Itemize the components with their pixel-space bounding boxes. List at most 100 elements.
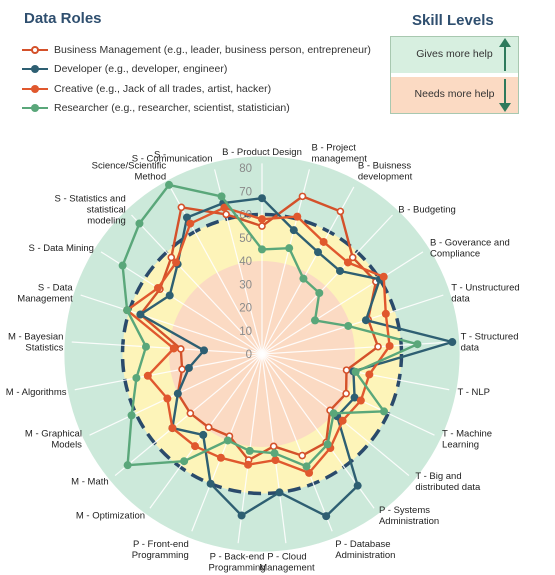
category-label: B - Goverance and Compliance [430, 237, 510, 259]
category-label: B - Buisness development [358, 161, 413, 183]
data-point [185, 364, 193, 372]
category-label: P - Back-end Programming [209, 551, 266, 573]
data-point [178, 204, 184, 210]
data-point [123, 306, 131, 314]
data-point [178, 346, 184, 352]
data-point [135, 219, 143, 227]
data-point [380, 407, 388, 415]
data-point [172, 258, 180, 266]
category-label: M - Algorithms [6, 387, 67, 398]
data-point [187, 410, 193, 416]
data-point [344, 322, 352, 330]
data-point [343, 391, 349, 397]
data-point [285, 244, 293, 252]
category-label: S - Data Management [17, 283, 73, 305]
data-point [168, 254, 174, 260]
data-point [344, 367, 350, 373]
data-point [170, 344, 178, 352]
radial-tick-label: 0 [246, 349, 252, 361]
data-point [258, 194, 266, 202]
category-label: P - Systems Administration [379, 505, 439, 527]
data-point [271, 456, 279, 464]
data-point [166, 291, 174, 299]
data-point [322, 512, 330, 520]
data-point [144, 372, 152, 380]
category-label: B - Budgeting [398, 204, 456, 215]
data-point [354, 482, 362, 490]
data-point [386, 342, 394, 350]
category-label: S - Statistics and statistical modeling [54, 193, 125, 226]
data-point [375, 344, 381, 350]
data-point [271, 449, 279, 457]
data-point [314, 248, 322, 256]
category-label: T - NLP [457, 387, 490, 398]
category-label: P - Front-end Programming [132, 539, 189, 561]
data-point [299, 275, 307, 283]
data-point [275, 488, 283, 496]
category-label: P - Database Administration [335, 539, 395, 561]
data-point [180, 457, 188, 465]
data-point [128, 411, 136, 419]
data-point [362, 316, 370, 324]
data-point [218, 192, 226, 200]
radial-tick-label: 20 [239, 303, 252, 315]
data-point [357, 397, 365, 405]
radial-tick-label: 10 [239, 326, 252, 338]
data-point [217, 454, 225, 462]
data-point [142, 343, 150, 351]
data-point [259, 223, 265, 229]
data-point [293, 213, 301, 221]
data-point [200, 346, 208, 354]
category-label: S - Data Mining [28, 243, 93, 254]
data-point [330, 409, 338, 417]
data-point [448, 338, 456, 346]
radial-tick-label: 70 [239, 186, 252, 198]
data-point [165, 181, 173, 189]
data-point [382, 310, 390, 318]
data-point [124, 461, 132, 469]
data-point [299, 453, 305, 459]
category-label: P - Cloud Management [259, 551, 315, 573]
data-point [339, 417, 347, 425]
data-point [207, 480, 215, 488]
data-point [163, 395, 171, 403]
data-point [244, 461, 252, 469]
data-point [119, 262, 127, 270]
data-point [271, 443, 277, 449]
data-point [246, 447, 254, 455]
category-label: M - Bayesian Statistics [8, 332, 64, 354]
radial-tick-label: 40 [239, 256, 252, 268]
category-label: B - Product Design [222, 147, 302, 158]
data-point [132, 374, 140, 382]
category-label: T - Structured data [461, 332, 519, 354]
data-point [336, 267, 344, 275]
data-point [154, 284, 162, 292]
data-point [174, 390, 182, 398]
data-point [179, 366, 185, 372]
data-point [258, 215, 266, 223]
data-point [380, 273, 388, 281]
data-point [238, 511, 246, 519]
category-label: M - Optimization [76, 510, 145, 521]
radial-tick-label: 80 [239, 163, 252, 175]
category-label: T - Unstructured data [451, 283, 519, 305]
category-label: M - Math [71, 476, 108, 487]
data-point [223, 211, 229, 217]
category-label: S - Communication [132, 153, 213, 164]
category-label: T - Machine Learning [442, 429, 492, 451]
data-point [258, 245, 266, 253]
data-point [324, 440, 332, 448]
data-point [413, 340, 421, 348]
data-point [344, 258, 352, 266]
data-point [299, 193, 305, 199]
data-point [186, 220, 194, 228]
data-point [352, 368, 360, 376]
data-point [350, 254, 356, 260]
data-point [365, 370, 373, 378]
data-point [191, 442, 199, 450]
category-label: T - Big and distributed data [415, 471, 481, 493]
data-point [206, 424, 212, 430]
data-point [224, 436, 232, 444]
data-point [290, 226, 298, 234]
